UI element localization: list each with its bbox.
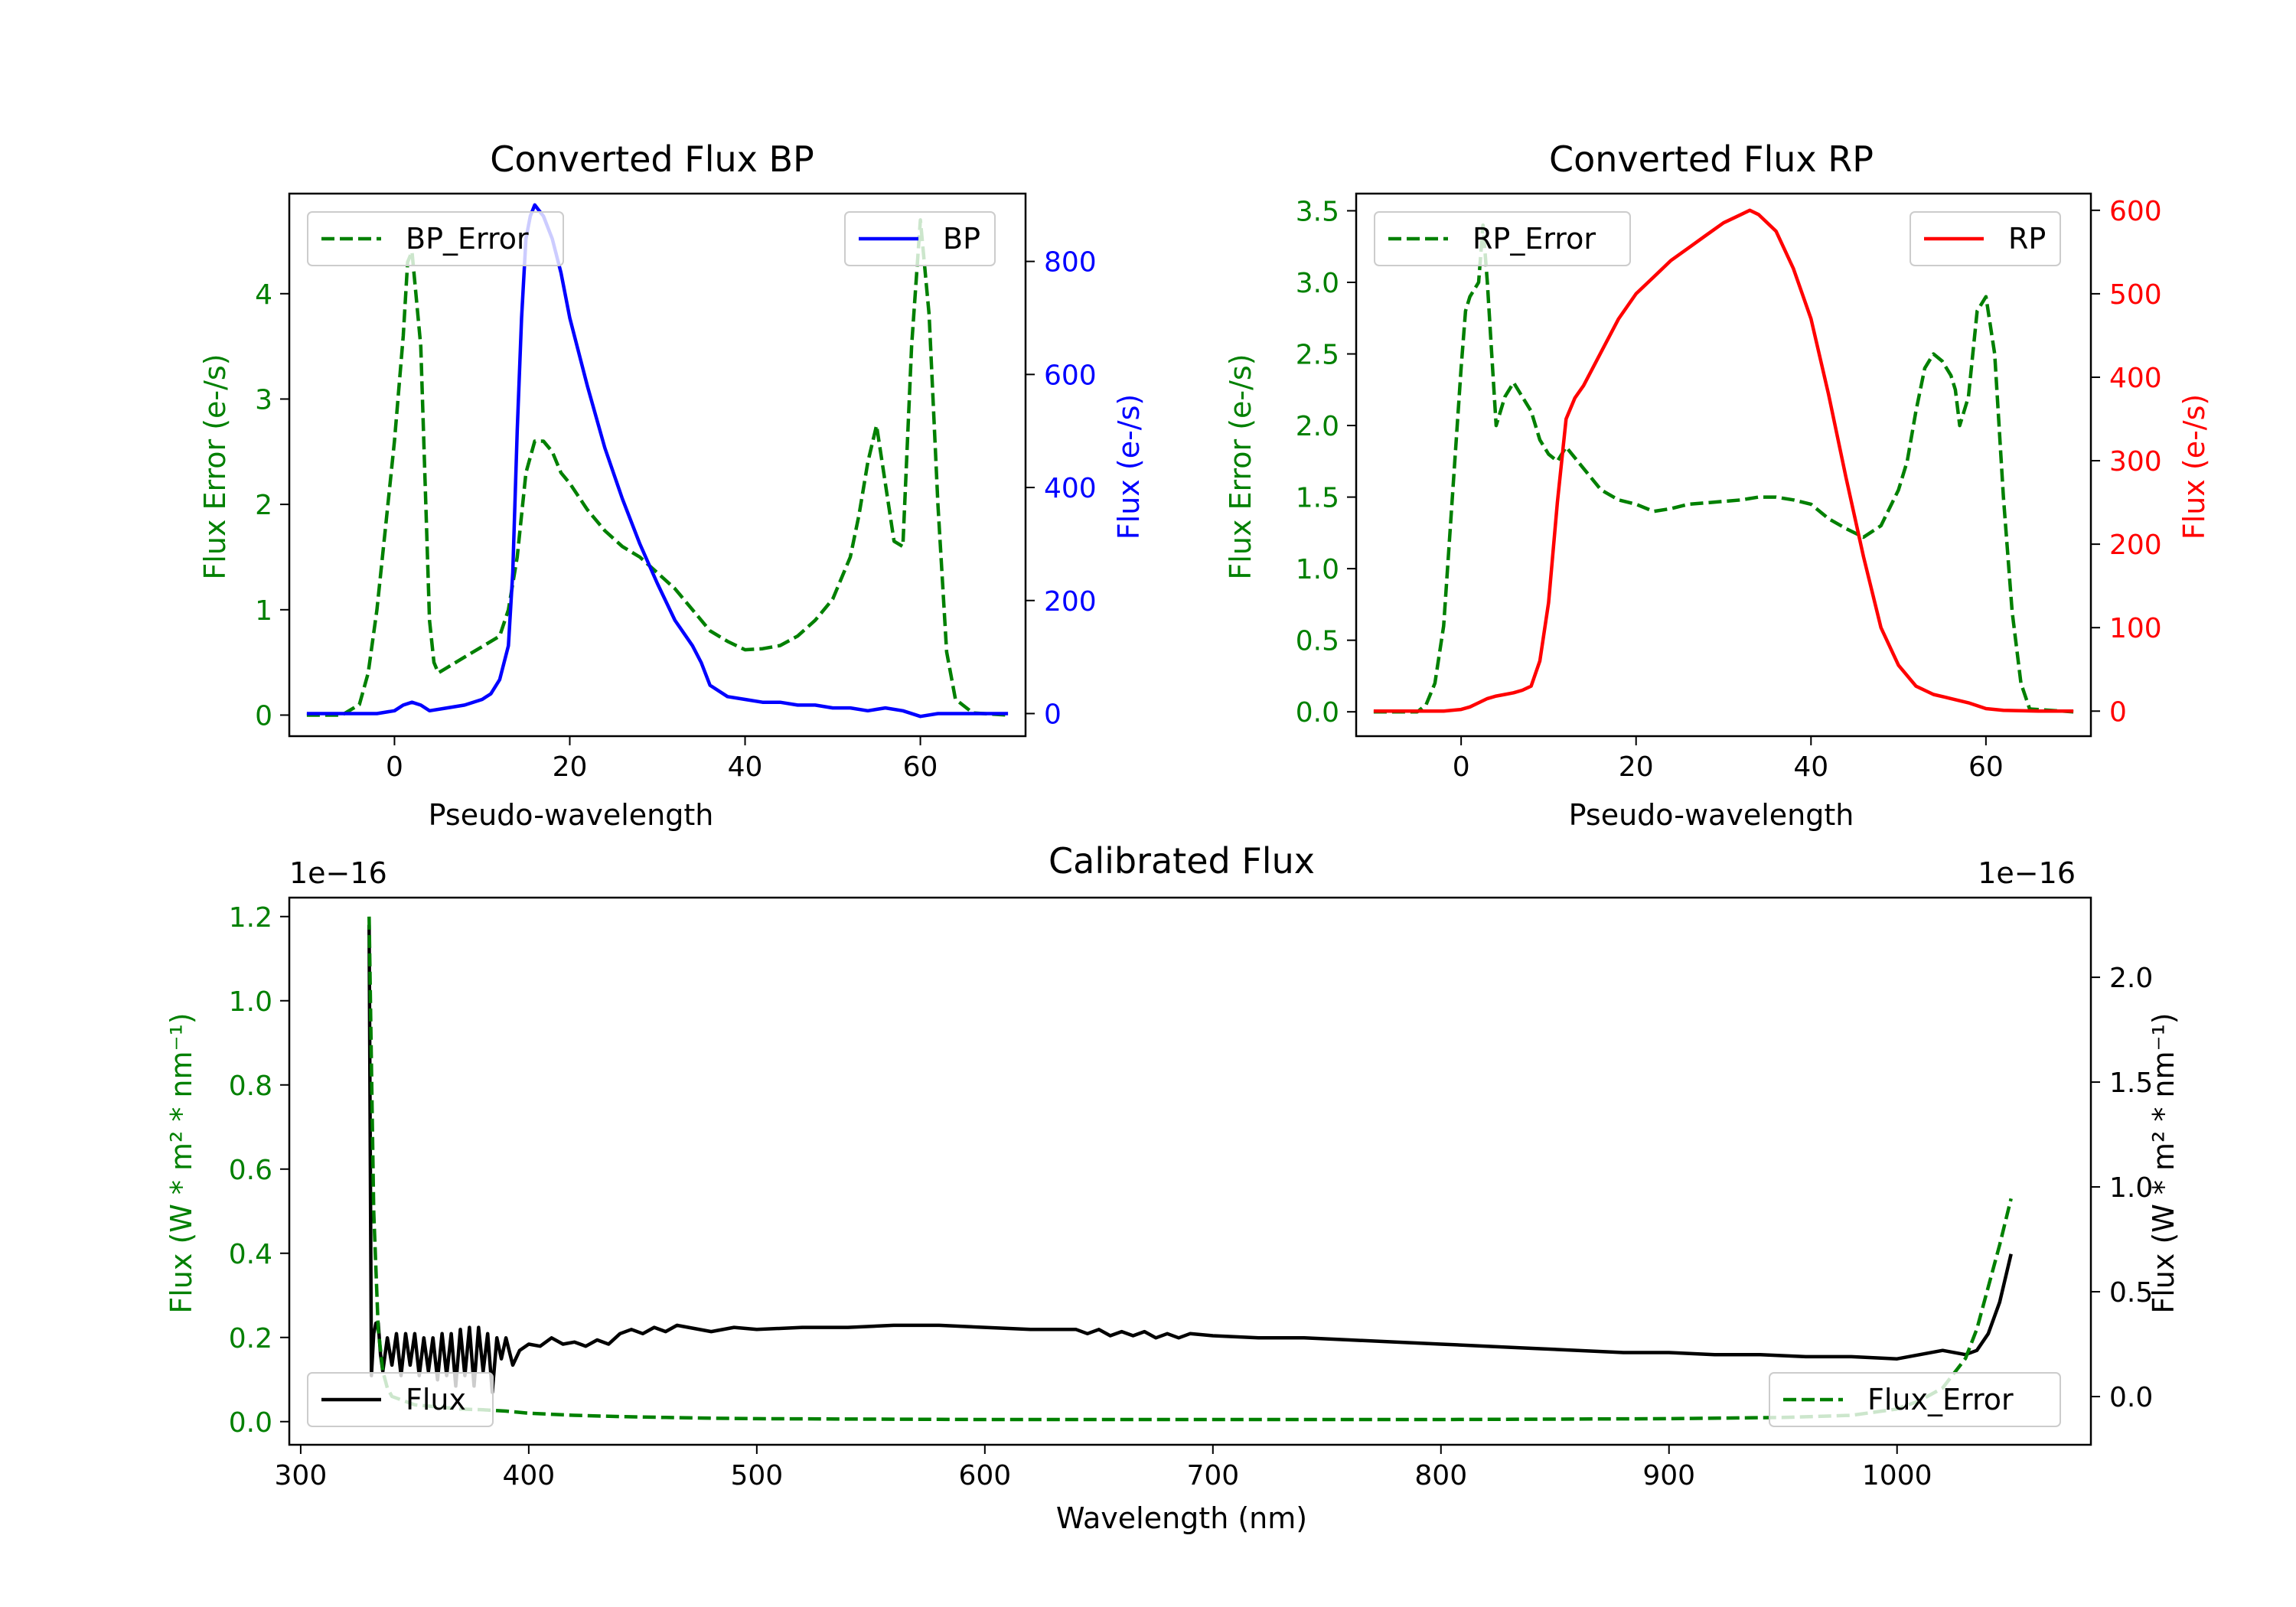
calibrated-ytick-right-label: 1.5 bbox=[2109, 1068, 2153, 1099]
calibrated-ytick-left-label: 1.2 bbox=[229, 902, 272, 934]
rp-xtick-label: 60 bbox=[1968, 751, 2004, 783]
legend-label: RP bbox=[2008, 222, 2046, 256]
calibrated-xtick-label: 300 bbox=[275, 1460, 328, 1491]
legend-box bbox=[844, 211, 996, 266]
bp-title: Converted Flux BP bbox=[490, 139, 814, 180]
bp-plot-frame bbox=[288, 192, 1027, 738]
rp-ytick-right-label: 200 bbox=[2109, 530, 2162, 561]
calibrated-ytick-right-label: 0.5 bbox=[2109, 1277, 2153, 1309]
legend-label: Flux_Error bbox=[1867, 1383, 2014, 1416]
bp-legend-bp-error: BP_Error bbox=[307, 211, 564, 266]
legend-box bbox=[307, 211, 564, 266]
rp-legend-rp: RP bbox=[1910, 211, 2061, 266]
legend-label: BP bbox=[943, 222, 980, 256]
rp-xtick-label: 40 bbox=[1793, 751, 1828, 783]
rp-series-rp-error bbox=[1373, 223, 2074, 714]
calibrated-xtick-label: 500 bbox=[730, 1460, 783, 1491]
bp-ytick-right-label: 0 bbox=[1044, 699, 1062, 730]
calibrated-series-flux bbox=[367, 924, 2013, 1394]
legend-label: Flux bbox=[406, 1383, 466, 1416]
rp-ytick-left-label: 1.5 bbox=[1296, 483, 1339, 514]
bp-ytick-right-label: 600 bbox=[1044, 360, 1097, 391]
calibrated-ytick-left-label: 1.0 bbox=[229, 986, 272, 1018]
legend-box bbox=[307, 1372, 494, 1427]
calibrated-panel: Calibrated Flux Wavelength (nm) Flux (W … bbox=[165, 840, 2180, 1535]
calibrated-xtick-label: 700 bbox=[1186, 1460, 1239, 1491]
bp-ytick-left-label: 1 bbox=[255, 595, 272, 627]
bp-xlabel: Pseudo-wavelength bbox=[429, 798, 714, 832]
rp-xtick-label: 20 bbox=[1619, 751, 1654, 783]
rp-ytick-left-label: 0.5 bbox=[1296, 626, 1339, 657]
legend-label: RP_Error bbox=[1473, 222, 1596, 256]
bp-series-bp bbox=[306, 203, 1009, 719]
rp-xlabel: Pseudo-wavelength bbox=[1569, 798, 1854, 832]
calibrated-xtick-label: 600 bbox=[958, 1460, 1011, 1491]
rp-ytick-right-label: 600 bbox=[2109, 196, 2162, 227]
calibrated-ytick-left-label: 0.4 bbox=[229, 1239, 272, 1270]
rp-ytick-left-label: 3.5 bbox=[1296, 196, 1339, 227]
rp-ylabel-left: Flux Error (e-/s) bbox=[1224, 354, 1257, 579]
bp-ylabel-right: Flux (e-/s) bbox=[1112, 394, 1146, 539]
rp-series-rp bbox=[1373, 208, 2074, 713]
calibrated-ytick-left-label: 0.6 bbox=[229, 1155, 272, 1186]
calibrated-xtick-label: 1000 bbox=[1862, 1460, 1932, 1491]
bp-ylabel-left: Flux Error (e-/s) bbox=[198, 354, 232, 579]
rp-ytick-left-label: 1.0 bbox=[1296, 554, 1339, 585]
calibrated-ytick-left-label: 0.8 bbox=[229, 1071, 272, 1102]
calibrated-ytick-right-label: 1.0 bbox=[2109, 1172, 2153, 1204]
calibrated-ytick-left-label: 0.0 bbox=[229, 1407, 272, 1439]
legend-box bbox=[1374, 211, 1631, 266]
bp-ytick-right-label: 400 bbox=[1044, 473, 1097, 504]
rp-ytick-left-label: 0.0 bbox=[1296, 697, 1339, 729]
bp-xtick-label: 20 bbox=[553, 751, 588, 783]
calibrated-xlabel: Wavelength (nm) bbox=[1056, 1501, 1307, 1535]
rp-title: Converted Flux RP bbox=[1549, 139, 1874, 180]
rp-ytick-right-label: 100 bbox=[2109, 613, 2162, 644]
calibrated-legend-flux: Flux bbox=[307, 1372, 494, 1427]
bp-ytick-left-label: 2 bbox=[255, 490, 272, 521]
bp-panel: Converted Flux BP Pseudo-wavelength Flux… bbox=[198, 139, 1146, 832]
calibrated-plot-frame bbox=[288, 896, 2092, 1446]
calibrated-ytick-left-label: 0.2 bbox=[229, 1323, 272, 1354]
legend-box bbox=[1769, 1372, 2061, 1427]
calibrated-legend-flux-error: Flux_Error bbox=[1769, 1372, 2061, 1427]
bp-xtick-label: 40 bbox=[728, 751, 763, 783]
bp-ytick-left-label: 3 bbox=[255, 384, 272, 416]
calibrated-ylabel-left: Flux (W * m² * nm⁻¹) bbox=[165, 1012, 198, 1313]
rp-ytick-left-label: 3.0 bbox=[1296, 268, 1339, 299]
calibrated-xtick-label: 900 bbox=[1642, 1460, 1695, 1491]
rp-ytick-left-label: 2.0 bbox=[1296, 411, 1339, 442]
rp-plot-frame bbox=[1355, 192, 2092, 738]
bp-ytick-left-label: 0 bbox=[255, 700, 272, 732]
bp-ytick-right-label: 800 bbox=[1044, 247, 1097, 279]
calibrated-ytick-right-label: 2.0 bbox=[2109, 963, 2153, 994]
bp-legend-bp: BP bbox=[844, 211, 996, 266]
bp-xtick-label: 60 bbox=[903, 751, 938, 783]
calibrated-xtick-label: 400 bbox=[503, 1460, 556, 1491]
rp-ytick-left-label: 2.5 bbox=[1296, 340, 1339, 371]
calibrated-series-flux-error bbox=[367, 916, 2013, 1422]
bp-ytick-right-label: 200 bbox=[1044, 586, 1097, 618]
calibrated-ytick-right-label: 0.0 bbox=[2109, 1382, 2153, 1413]
rp-ytick-right-label: 400 bbox=[2109, 363, 2162, 394]
rp-ytick-right-label: 0 bbox=[2109, 696, 2127, 728]
legend-box bbox=[1910, 211, 2061, 266]
bp-ytick-left-label: 4 bbox=[255, 279, 272, 311]
rp-legend-rp-error: RP_Error bbox=[1374, 211, 1631, 266]
rp-ytick-right-label: 300 bbox=[2109, 446, 2162, 478]
calibrated-offset-right: 1e−16 bbox=[1978, 856, 2076, 890]
rp-ylabel-right: Flux (e-/s) bbox=[2177, 394, 2211, 539]
calibrated-title: Calibrated Flux bbox=[1049, 840, 1315, 882]
calibrated-ylabel-right: Flux (W * m² * nm⁻¹) bbox=[2147, 1012, 2180, 1313]
rp-panel: Converted Flux RP Pseudo-wavelength Flux… bbox=[1224, 139, 2211, 832]
rp-xtick-label: 0 bbox=[1453, 751, 1470, 783]
calibrated-xtick-label: 800 bbox=[1414, 1460, 1467, 1491]
rp-ytick-right-label: 500 bbox=[2109, 279, 2162, 311]
bp-xtick-label: 0 bbox=[386, 751, 403, 783]
bp-series-bp-error bbox=[306, 218, 1009, 717]
legend-label: BP_Error bbox=[406, 222, 529, 256]
calibrated-offset-left: 1e−16 bbox=[289, 856, 387, 890]
